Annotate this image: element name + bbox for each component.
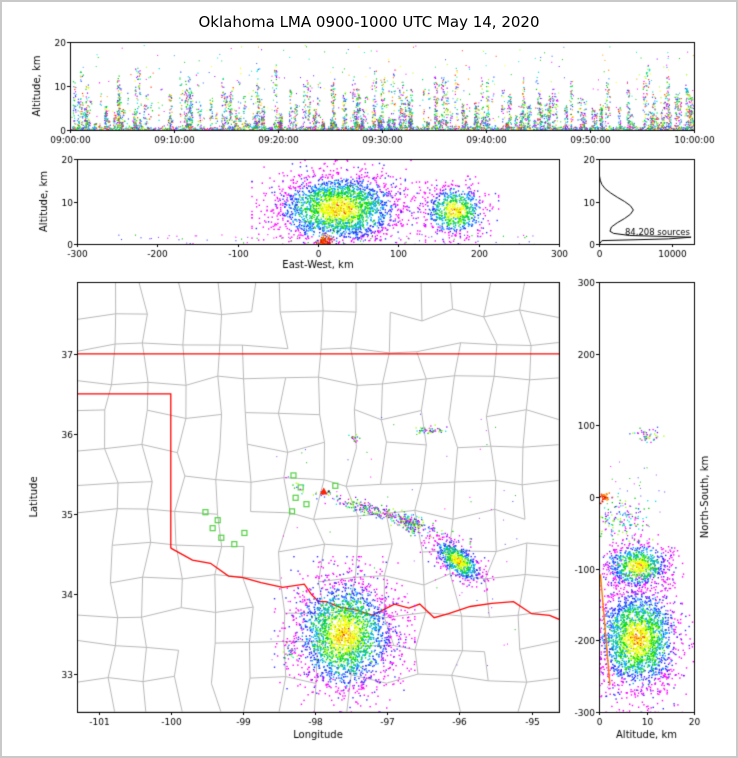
figure-title: Oklahoma LMA 0900-1000 UTC May 14, 2020 — [198, 13, 540, 31]
